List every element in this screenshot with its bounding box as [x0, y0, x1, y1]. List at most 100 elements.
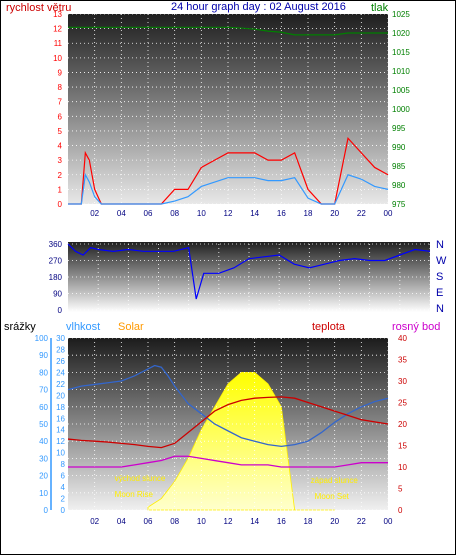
chart-title: 24 hour graph day : 02 August 2016	[171, 1, 346, 13]
solar-tick: 2	[61, 495, 66, 504]
rain-tick: 40	[39, 437, 48, 446]
rain-tick: 0	[44, 506, 49, 515]
direction-tick: 90	[53, 290, 62, 299]
x-tick: 14	[250, 209, 259, 218]
wind-tick: 10	[53, 54, 62, 63]
temp-tick: 25	[398, 399, 407, 408]
rain-tick: 90	[39, 351, 48, 360]
pressure-tick: 980	[392, 181, 406, 190]
rain-tick: 80	[39, 368, 48, 377]
temp-tick: 5	[398, 485, 403, 494]
wind-series	[68, 26, 389, 205]
x-tick: 04	[117, 517, 126, 526]
moonrise-label: Moon Rise	[115, 490, 154, 499]
pressure-tick: 975	[392, 200, 406, 209]
solar-tick: 6	[61, 472, 66, 481]
solar-tick: 24	[56, 368, 65, 377]
temp-tick: 30	[398, 377, 407, 386]
solar-tick: 20	[56, 391, 65, 400]
direction-grid	[68, 243, 431, 311]
temp-grid	[68, 337, 389, 511]
temp-axes: 0102030405060708090100024681012141618202…	[35, 334, 408, 515]
pressure-tick: 995	[392, 124, 406, 133]
temp-line	[67, 396, 389, 449]
pressure-tick: 1000	[392, 105, 410, 114]
x-tick: 14	[250, 517, 259, 526]
rain-axis-label: srážky	[4, 321, 36, 333]
solar-tick: 22	[56, 380, 65, 389]
rain-tick: 70	[39, 386, 48, 395]
wind-plot-area	[68, 14, 388, 204]
solar-tick: 0	[61, 506, 66, 515]
temp-x-ticks: 02 04 06 08 10 12 14 16 18 20 22 00	[90, 517, 393, 526]
pressure-tick: 985	[392, 162, 406, 171]
compass-label: N	[436, 239, 444, 251]
temp-tick: 0	[398, 506, 403, 515]
wind-tick: 3	[58, 156, 63, 165]
x-tick: 16	[277, 517, 286, 526]
wind-avg-line	[68, 172, 389, 205]
rain-tick: 30	[39, 454, 48, 463]
solar-tick: 28	[56, 345, 65, 354]
x-tick: 10	[197, 209, 206, 218]
x-tick: 00	[384, 517, 393, 526]
solar-tick: 18	[56, 403, 65, 412]
direction-tick: 180	[49, 273, 63, 282]
wind-tick: 6	[58, 112, 63, 121]
x-tick: 18	[304, 209, 313, 218]
direction-series	[67, 243, 431, 300]
x-tick: 00	[384, 209, 393, 218]
solar-axis-label: Solar	[118, 321, 144, 333]
temp-series	[67, 364, 389, 468]
rain-tick: 20	[39, 472, 48, 481]
rain-tick: 50	[39, 420, 48, 429]
pressure-tick: 1005	[392, 86, 410, 95]
x-tick: 18	[304, 517, 313, 526]
wind-tick: 13	[53, 10, 62, 19]
compass-label: S	[436, 271, 443, 283]
temp-tick: 40	[398, 334, 407, 343]
x-tick: 12	[224, 517, 233, 526]
pressure-tick: 1015	[392, 48, 410, 57]
sunrise-label: východ slunce	[115, 474, 166, 483]
x-tick: 06	[144, 209, 153, 218]
solar-tick: 4	[61, 483, 66, 492]
direction-tick: 270	[49, 257, 63, 266]
x-tick: 12	[224, 209, 233, 218]
wind-axis-label: rychlost větru	[6, 2, 71, 14]
wind-x-ticks: 02 04 06 08 10 12 14 16 18 20 22 00	[90, 209, 393, 218]
wind-tick: 2	[58, 171, 63, 180]
x-tick: 20	[330, 209, 339, 218]
humidity-line	[67, 364, 389, 448]
dew-line	[68, 455, 388, 468]
sunset-label: západ slunce	[311, 476, 359, 485]
solar-annotations: východ slunce západ slunce Moon Rise Moon S…	[115, 474, 359, 501]
temp-tick: 10	[398, 463, 407, 472]
wind-tick: 1	[58, 185, 63, 194]
x-tick: 08	[170, 517, 179, 526]
wind-tick: 9	[58, 68, 63, 77]
direction-left-ticks: 0 90 180 270 360	[49, 240, 63, 315]
temp-tick: 20	[398, 420, 407, 429]
wind-tick: 8	[58, 83, 63, 92]
solar-tick: 8	[61, 460, 66, 469]
x-tick: 22	[357, 517, 366, 526]
pressure-tick: 990	[392, 143, 406, 152]
direction-line	[67, 243, 431, 300]
wind-tick: 4	[58, 142, 63, 151]
direction-tick: 360	[49, 240, 63, 249]
x-tick: 10	[197, 517, 206, 526]
x-tick: 08	[170, 209, 179, 218]
wind-tick: 5	[58, 127, 63, 136]
humidity-axis-label: vlhkost	[66, 321, 100, 333]
temp-tick: 15	[398, 442, 407, 451]
temp-axis-label: teplota	[312, 321, 346, 333]
rain-tick: 60	[39, 403, 48, 412]
wind-tick: 12	[53, 25, 62, 34]
pressure-axis-label: tlak	[371, 2, 389, 14]
dew-axis-label: rosný bod	[392, 321, 440, 333]
x-tick: 02	[90, 517, 99, 526]
